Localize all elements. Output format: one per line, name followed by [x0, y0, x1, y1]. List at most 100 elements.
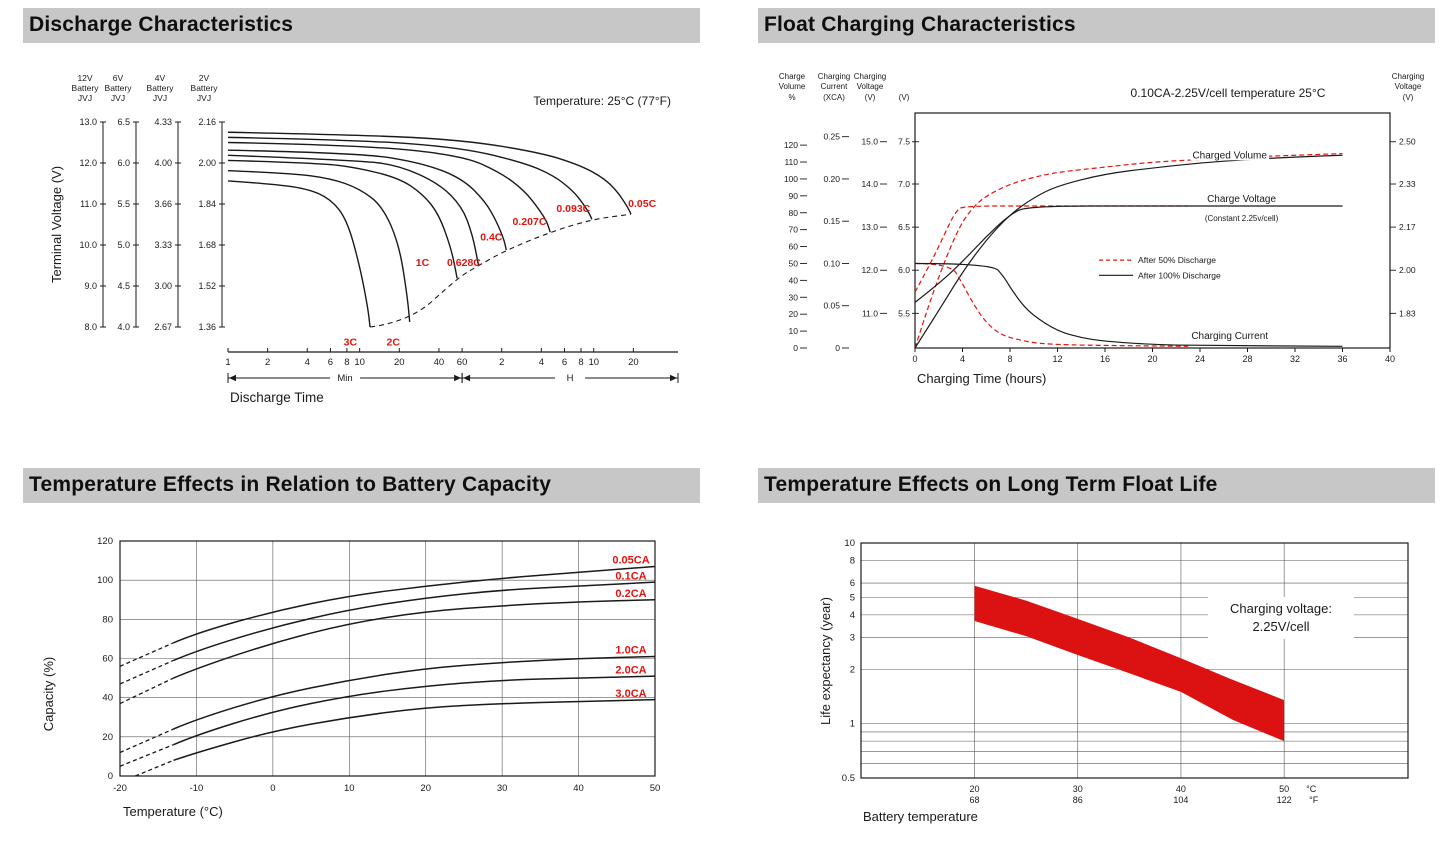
arrowhead — [454, 374, 462, 382]
tick-label: 100 — [97, 575, 113, 586]
axis-unit: % — [788, 93, 795, 102]
tick-label: 4.0 — [117, 322, 130, 332]
tick-label: 20 — [102, 732, 113, 743]
axis-header: Charging — [818, 72, 850, 81]
tick-label: 40 — [1385, 354, 1395, 364]
tick-label: 5.0 — [117, 240, 130, 250]
tick-label: 13.0 — [861, 222, 878, 232]
series-1.0CA-dashed — [119, 728, 174, 754]
curve-label: (Constant 2.25v/cell) — [1205, 214, 1279, 223]
y-axis-label: Capacity (%) — [41, 657, 56, 731]
tick-label: 6 — [562, 357, 567, 368]
axis-unit: (V) — [1403, 93, 1414, 102]
tick-label: 0.20 — [823, 174, 840, 184]
curve-label-1C: 1C — [416, 257, 430, 269]
legend-label: After 50% Discharge — [1138, 255, 1216, 265]
label-backing — [1202, 190, 1281, 205]
tick-label: 1.52 — [198, 281, 216, 291]
axis-header: Voltage — [1395, 82, 1422, 91]
series-1C — [227, 159, 458, 279]
series-0.05CA — [173, 565, 656, 644]
y-axis-label: Life expectancy (year) — [818, 597, 833, 725]
plot-frame — [914, 112, 1391, 349]
tick-label: 32 — [1290, 354, 1300, 364]
scale-header: 6V — [113, 73, 124, 83]
tick-label: 4 — [960, 354, 965, 364]
tick-label: 10 — [588, 357, 599, 368]
series-1.0CA — [173, 655, 656, 730]
series-0.05C — [227, 131, 632, 215]
tick-label: 2.33 — [1399, 179, 1416, 189]
tick-label: 0.10 — [823, 258, 840, 268]
temperature-capacity-chart: -20 -10 0 10 20 30 40 50 0 20 40 60 80 100 120 Temperat… — [41, 536, 661, 819]
tick-label-fahrenheit: 104 — [1173, 795, 1188, 805]
tick-label: 50 — [650, 783, 661, 794]
tick-label: 20 — [789, 309, 799, 319]
tick-label: 16 — [1100, 354, 1110, 364]
tick-label: 2.16 — [198, 117, 216, 127]
tick-label: 3 — [850, 632, 855, 643]
tick-label: 6.0 — [117, 158, 130, 168]
series-charged-volume-after-100 — [914, 154, 1343, 349]
curve-label-0.207C: 0.207C — [513, 216, 547, 228]
series-0.207C — [227, 141, 551, 233]
tick-label: 10 — [844, 538, 855, 549]
curve-label-0.4C: 0.4C — [480, 231, 503, 243]
tick-label: 2.17 — [1399, 222, 1416, 232]
tick-label: 12.0 — [79, 158, 97, 168]
x-axis-label: Battery temperature — [863, 809, 978, 824]
axis-header: Current — [821, 82, 848, 91]
tick-label: 8 — [578, 357, 583, 368]
tick-label: 0.15 — [823, 216, 840, 226]
tick-label: 1.83 — [1399, 308, 1416, 318]
tick-label-fahrenheit: 68 — [970, 795, 980, 805]
axis-unit: (XCA) — [823, 93, 845, 102]
tick-label: 8 — [1007, 354, 1012, 364]
tick-label: 6.0 — [898, 265, 910, 275]
arrowhead — [229, 374, 236, 382]
axis-header: Charging — [1392, 72, 1424, 81]
tick-label: 9.0 — [84, 281, 97, 291]
tick-label: 10.0 — [79, 240, 97, 250]
scale-header: Battery — [105, 83, 133, 93]
tick-label: 30 — [497, 783, 508, 794]
tick-label: 70 — [789, 225, 799, 235]
tick-label-celsius: 40 — [1176, 784, 1186, 794]
tick-label: 5 — [850, 592, 855, 603]
charging-voltage-annotation: 2.25V/cell — [1252, 619, 1309, 634]
tick-label: 1.84 — [198, 199, 216, 209]
tick-label: 80 — [102, 614, 113, 625]
curve-label-0.1CA: 0.1CA — [615, 570, 646, 582]
scale-header: Battery — [147, 83, 175, 93]
tick-label: 10 — [354, 357, 365, 368]
series-charge-voltage-after-100 — [914, 205, 1343, 303]
tick-label: 40 — [434, 357, 445, 368]
tick-label: 8.0 — [84, 322, 97, 332]
tick-label: 100 — [784, 174, 798, 184]
endpoint-locus-dashed — [369, 213, 632, 328]
tick-label: 120 — [97, 536, 113, 547]
tick-label: 2.00 — [198, 158, 216, 168]
tick-label: 0.05 — [823, 301, 840, 311]
temperature-annotation: Temperature: 25°C (77°F) — [533, 94, 671, 108]
section-header-temp-capacity: Temperature Effects in Relation to Batte… — [23, 468, 700, 503]
series-0.093C — [227, 136, 593, 220]
tick-label: 14.0 — [861, 179, 878, 189]
tick-label: 7.5 — [898, 137, 910, 147]
curve-label-0.093C: 0.093C — [556, 203, 590, 215]
scale-header: JVJ — [153, 93, 167, 103]
conditions-annotation: 0.10CA-2.25V/cell temperature 25°C — [1131, 86, 1326, 100]
label-backing — [330, 372, 361, 384]
label-backing — [1208, 597, 1354, 639]
tick-label: 4.33 — [154, 117, 172, 127]
charging-voltage-annotation: Charging voltage: — [1230, 601, 1332, 616]
life-expectancy-band — [974, 585, 1285, 742]
tick-label: 1.36 — [198, 322, 216, 332]
curve-label-0.05C: 0.05C — [628, 198, 656, 210]
scale-header: JVJ — [111, 93, 125, 103]
series-0.1CA-dashed — [119, 659, 174, 685]
curve-label: Charged Volume — [1192, 150, 1267, 161]
tick-label: 50 — [789, 258, 799, 268]
series-2.0CA — [173, 675, 656, 746]
scale-header: 12V — [77, 73, 92, 83]
